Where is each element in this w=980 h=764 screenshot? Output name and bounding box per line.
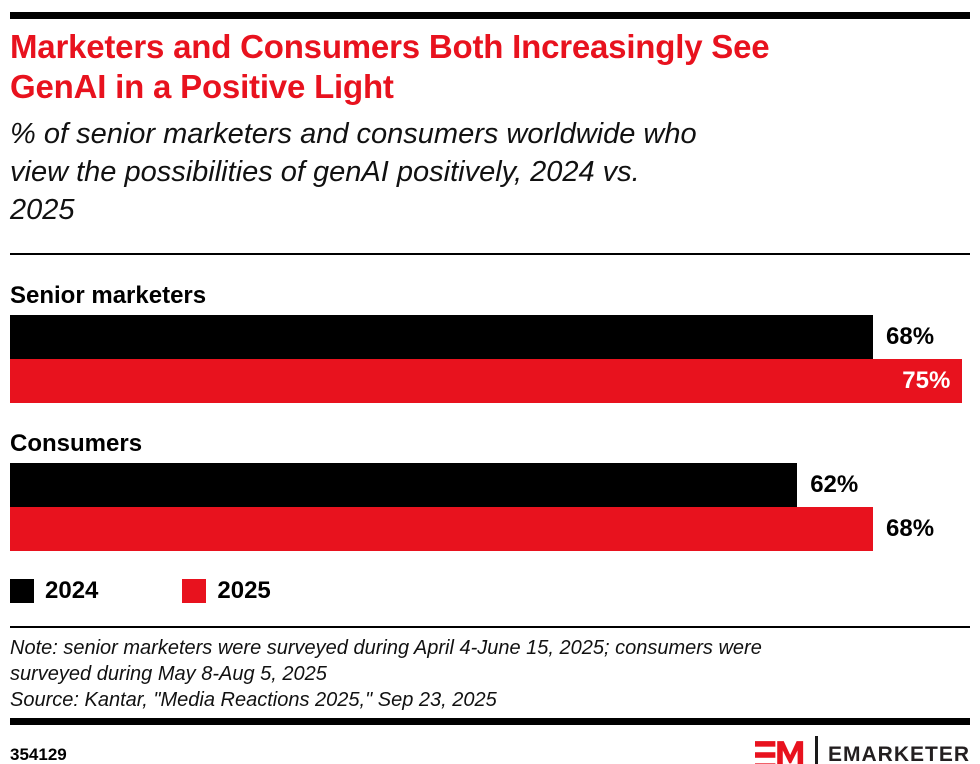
bottom-rule xyxy=(10,718,970,725)
legend: 2024 2025 xyxy=(10,577,970,605)
emarketer-logo: EMARKETER xyxy=(754,736,970,764)
value-label-consumers-2025: 68% xyxy=(886,515,935,542)
divider-above-chart xyxy=(10,253,970,255)
bar-consumers-2025 xyxy=(10,507,874,551)
legend-swatch-2025 xyxy=(182,579,207,603)
chart-title-line1: Marketers and Consumers Both Increasingl… xyxy=(10,28,770,65)
note-line-1: Note: senior marketers were surveyed dur… xyxy=(10,637,762,659)
bar-group-senior-marketers: Senior marketers 68% 75% xyxy=(10,281,970,403)
subtitle-line-2: view the possibilities of genAI positive… xyxy=(10,156,640,188)
brand-name: EMARKETER xyxy=(827,743,970,764)
legend-swatch-2024 xyxy=(10,579,34,603)
footer: 354129 EMARKETER xyxy=(10,736,970,764)
bar-row-consumers-2025: 68% xyxy=(10,507,970,551)
legend-item-2025: 2025 xyxy=(182,577,271,605)
category-label-senior-marketers: Senior marketers xyxy=(10,282,207,309)
bar-row-senior-marketers-2025: 75% xyxy=(10,359,970,403)
bar-row-senior-marketers-2024: 68% xyxy=(10,315,970,359)
chart-page: Marketers and Consumers Both Increasingl… xyxy=(0,12,980,764)
category-label-consumers: Consumers xyxy=(10,430,143,457)
bar-senior-marketers-2024 xyxy=(10,315,874,359)
note-line-2: surveyed during May 8-Aug 5, 2025 xyxy=(10,663,327,685)
legend-label-2024: 2024 xyxy=(45,577,99,604)
chart-id: 354129 xyxy=(10,745,67,764)
value-label-senior-marketers-2024: 68% xyxy=(886,323,935,350)
em-logo-icon xyxy=(754,741,804,764)
value-label-senior-marketers-2025: 75% xyxy=(902,367,951,394)
chart-subtitle: % of senior marketers and consumers worl… xyxy=(10,115,970,229)
logo-divider xyxy=(814,736,818,764)
value-label-consumers-2024: 62% xyxy=(810,471,859,498)
note-source-text: Note: senior marketers were surveyed dur… xyxy=(10,635,970,713)
subtitle-line-1: % of senior marketers and consumers worl… xyxy=(10,118,697,150)
chart-area: Senior marketers 68% 75% Consumers 62% 68% xyxy=(10,281,970,551)
bar-group-consumers: Consumers 62% 68% xyxy=(10,429,970,551)
chart-title-line2: GenAI in a Positive Light xyxy=(10,68,394,105)
legend-item-2024: 2024 xyxy=(10,577,98,605)
note-line-3: Source: Kantar, "Media Reactions 2025," … xyxy=(10,689,497,711)
divider-above-note xyxy=(10,626,970,628)
legend-label-2025: 2025 xyxy=(217,577,271,604)
bar-row-consumers-2024: 62% xyxy=(10,463,970,507)
top-rule xyxy=(10,12,970,19)
bar-consumers-2024 xyxy=(10,463,798,507)
bar-senior-marketers-2025: 75% xyxy=(10,359,963,403)
chart-title: Marketers and Consumers Both Increasingl… xyxy=(10,27,970,107)
subtitle-line-3: 2025 xyxy=(10,194,75,226)
